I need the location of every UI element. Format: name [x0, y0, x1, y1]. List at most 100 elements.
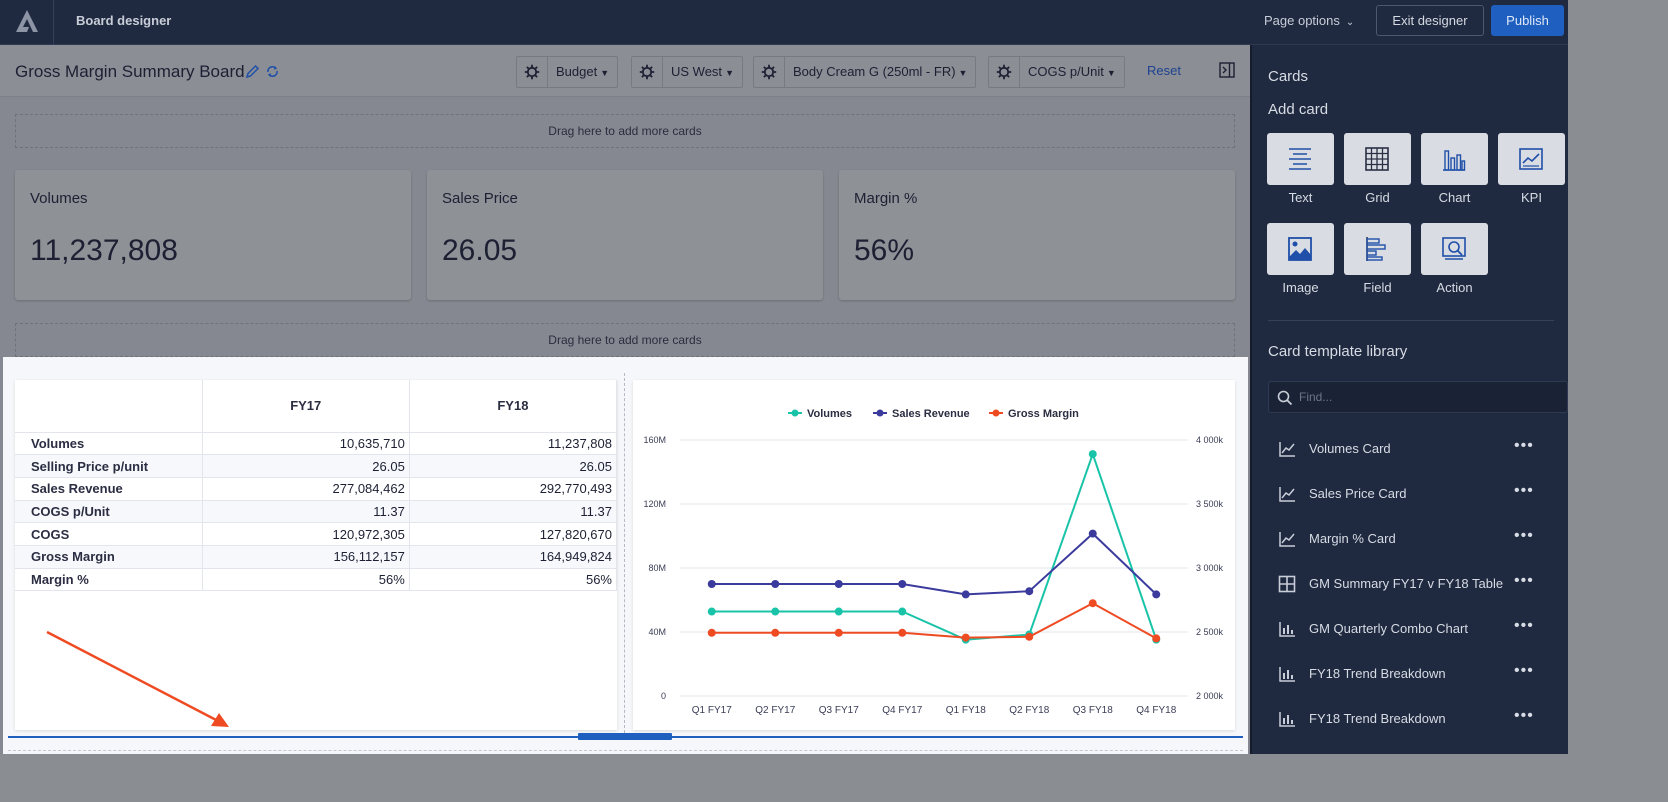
- gear-icon: [639, 64, 655, 80]
- table-row[interactable]: Gross Margin 156,112,157 164,949,824: [15, 545, 618, 569]
- filter-gear-button[interactable]: [517, 57, 548, 87]
- filter-measure[interactable]: COGS p/Unit ▼: [988, 56, 1125, 88]
- table-row[interactable]: COGS p/Unit 11.37 11.37: [15, 500, 618, 524]
- add-image-card-tile[interactable]: [1267, 223, 1334, 275]
- resize-handle[interactable]: [578, 733, 672, 740]
- chevron-down-icon: ▼: [600, 68, 610, 78]
- kpi-card-volumes[interactable]: Volumes 11,237,808: [15, 170, 411, 300]
- add-kpi-card-tile[interactable]: [1498, 133, 1565, 185]
- table-row[interactable]: Margin % 56% 56%: [15, 568, 618, 592]
- filter-gear-button[interactable]: [632, 57, 663, 87]
- x-axis-tick-label: Q3 FY18: [1073, 705, 1113, 716]
- library-item[interactable]: GM Quarterly Combo Chart •••: [1268, 614, 1558, 644]
- library-search[interactable]: [1268, 381, 1568, 413]
- cell-fy17: 26.05: [202, 454, 410, 478]
- more-options-icon[interactable]: •••: [1514, 527, 1534, 544]
- more-options-icon[interactable]: •••: [1514, 437, 1534, 454]
- cell-fy17: 56%: [202, 568, 410, 592]
- data-point: [707, 580, 716, 588]
- filter-region-dropdown[interactable]: US West ▼: [663, 57, 742, 87]
- card-dropzone[interactable]: Drag here to add more cards: [15, 323, 1235, 357]
- gear-icon: [996, 64, 1012, 80]
- exit-designer-button[interactable]: Exit designer: [1376, 5, 1484, 36]
- summary-table: FY17 FY18 Volumes 10,635,710 11,237,808 Sel…: [15, 380, 618, 592]
- more-options-icon[interactable]: •••: [1514, 707, 1534, 724]
- table-row[interactable]: Sales Revenue 277,084,462 292,770,493: [15, 477, 618, 501]
- library-item-label: FY18 Trend Breakdown: [1309, 666, 1446, 681]
- library-item[interactable]: GM Summary FY17 v FY18 Table •••: [1268, 569, 1558, 599]
- library-item-label: GM Summary FY17 v FY18 Table: [1309, 576, 1504, 591]
- filter-label: Budget: [556, 64, 598, 79]
- field-icon: [1366, 237, 1386, 261]
- chevron-down-icon: ▼: [725, 68, 734, 78]
- add-field-card-tile[interactable]: [1344, 223, 1411, 275]
- more-options-icon[interactable]: •••: [1514, 572, 1534, 589]
- publish-button[interactable]: Publish: [1491, 5, 1564, 36]
- filter-budget-dropdown[interactable]: Budget ▼: [548, 57, 617, 87]
- chevron-down-icon: ▼: [958, 68, 968, 78]
- data-point: [707, 628, 716, 637]
- filter-region[interactable]: US West ▼: [631, 56, 743, 88]
- cell-fy17: 10,635,710: [202, 432, 410, 456]
- bar-chart-icon: [1279, 712, 1295, 727]
- x-axis-tick-label: Q1 FY17: [692, 705, 732, 716]
- table-row[interactable]: COGS 120,972,305 127,820,670: [15, 522, 618, 546]
- row-label: Margin %: [15, 568, 203, 592]
- filter-product[interactable]: Body Cream G (250ml - FR) ▼: [753, 56, 977, 88]
- more-options-icon[interactable]: •••: [1514, 482, 1534, 499]
- app-logo-icon[interactable]: [14, 9, 40, 33]
- library-item[interactable]: FY18 Trend Breakdown •••: [1268, 704, 1558, 734]
- filter-gear-button[interactable]: [754, 57, 785, 87]
- left-axis-tick-label: 160M: [643, 435, 666, 445]
- cell-fy18: 164,949,824: [409, 545, 618, 569]
- add-text-card-tile[interactable]: [1267, 133, 1334, 185]
- library-item[interactable]: Volumes Card •••: [1268, 434, 1558, 464]
- x-axis-tick-label: Q4 FY17: [882, 705, 922, 716]
- board-header: Gross Margin Summary Board Budget ▼ US We…: [0, 45, 1250, 97]
- tile-label: Chart: [1438, 190, 1471, 205]
- add-action-card-tile[interactable]: [1421, 223, 1488, 275]
- refresh-icon[interactable]: [265, 64, 280, 79]
- page-options-menu[interactable]: Page options ⌄: [1264, 13, 1354, 28]
- legend-marker: [876, 409, 884, 417]
- gear-icon: [524, 64, 540, 80]
- image-icon: [1288, 237, 1312, 261]
- gm-quarterly-chart-card[interactable]: 0 40M 80M 120M 160M 2 000k 2 500k 3 000k 3 500k 4…: [633, 380, 1235, 730]
- add-grid-card-tile[interactable]: [1344, 133, 1411, 185]
- x-axis-tick-label: Q2 FY18: [1009, 705, 1049, 716]
- collapse-panel-icon[interactable]: [1219, 62, 1235, 78]
- tile-label: Action: [1436, 280, 1473, 295]
- add-chart-card-tile[interactable]: [1421, 133, 1488, 185]
- tile-label: Field: [1363, 280, 1392, 295]
- data-point: [771, 607, 780, 616]
- pencil-edit-icon[interactable]: [245, 64, 260, 79]
- filter-product-dropdown[interactable]: Body Cream G (250ml - FR) ▼: [785, 57, 975, 87]
- more-options-icon[interactable]: •••: [1514, 662, 1534, 679]
- kpi-card-sales-price[interactable]: Sales Price 26.05: [427, 170, 823, 300]
- library-item[interactable]: Sales Price Card •••: [1268, 479, 1558, 509]
- cell-fy17: 156,112,157: [202, 545, 410, 569]
- table-row[interactable]: Volumes 10,635,710 11,237,808: [15, 432, 618, 456]
- cell-fy18: 26.05: [409, 454, 618, 478]
- reset-filters-link[interactable]: Reset: [1147, 63, 1181, 78]
- library-search-input[interactable]: [1299, 386, 1559, 408]
- legend-label: Volumes: [807, 408, 852, 420]
- line-chart-icon: [1279, 487, 1295, 502]
- tile-label: KPI: [1521, 190, 1542, 205]
- kpi-card-margin[interactable]: Margin % 56%: [839, 170, 1235, 300]
- filter-budget[interactable]: Budget ▼: [516, 56, 619, 88]
- data-point: [834, 628, 843, 637]
- cell-fy18: 11,237,808: [409, 432, 618, 456]
- library-item[interactable]: Margin % Card •••: [1268, 524, 1558, 554]
- chevron-down-icon: ▼: [1106, 68, 1116, 78]
- library-item[interactable]: FY18 Trend Breakdown •••: [1268, 659, 1558, 689]
- filter-measure-dropdown[interactable]: COGS p/Unit ▼: [1020, 57, 1124, 87]
- table-row[interactable]: Selling Price p/unit 26.05 26.05: [15, 454, 618, 478]
- series-line-gross-margin: [711, 602, 1157, 640]
- data-point: [834, 607, 843, 616]
- cell-fy17: 277,084,462: [202, 477, 410, 501]
- more-options-icon[interactable]: •••: [1514, 617, 1534, 634]
- gm-summary-grid-card[interactable]: FY17 FY18 Volumes 10,635,710 11,237,808 Sel…: [15, 380, 618, 730]
- card-dropzone[interactable]: Drag here to add more cards: [15, 114, 1235, 148]
- filter-gear-button[interactable]: [989, 57, 1020, 87]
